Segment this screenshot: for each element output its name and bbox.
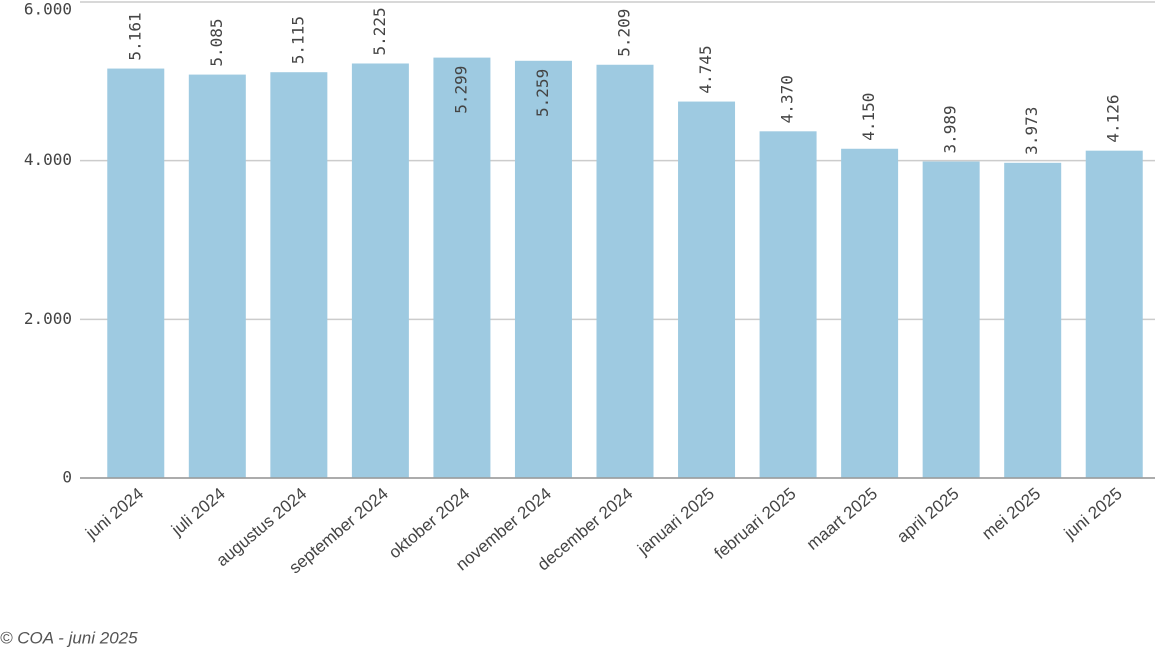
value-label: 5.299 [451, 66, 470, 114]
value-label: 5.115 [288, 16, 307, 64]
value-label: 4.370 [778, 75, 797, 123]
bar [596, 64, 654, 478]
value-label: 5.225 [370, 7, 389, 55]
bar [759, 131, 817, 478]
value-label: 3.989 [941, 105, 960, 153]
x-tick-label: april 2025 [893, 484, 962, 547]
value-label: 5.161 [125, 12, 144, 60]
y-tick-label: 6.000 [24, 0, 72, 19]
value-label: 4.745 [696, 45, 715, 93]
value-label: 5.085 [207, 18, 226, 66]
x-tick-label: mei 2025 [978, 484, 1044, 544]
x-tick-label: juli 2024 [167, 484, 228, 540]
y-tick-label: 2.000 [24, 309, 72, 328]
bar [270, 72, 328, 479]
x-tick-label: januari 2025 [633, 484, 718, 559]
bar [1085, 150, 1143, 479]
value-label: 5.259 [533, 69, 552, 117]
bar [351, 63, 409, 478]
value-label: 3.973 [1022, 107, 1041, 155]
x-tick-label: juni 2024 [81, 484, 147, 544]
value-label: 4.150 [859, 93, 878, 141]
bar [841, 148, 899, 478]
bar [433, 57, 491, 478]
bar [1004, 162, 1062, 479]
bar [514, 60, 572, 478]
x-tick-label: juni 2025 [1060, 484, 1126, 544]
y-tick-label: 0 [62, 468, 72, 487]
bar [107, 68, 165, 478]
source-note: © COA - juni 2025 [0, 628, 138, 647]
x-tick-label: maart 2025 [803, 484, 881, 554]
x-tick-label: oktober 2024 [385, 484, 473, 562]
bar [188, 74, 246, 478]
bar [922, 161, 980, 478]
value-label: 4.126 [1104, 94, 1123, 142]
x-tick-label: februari 2025 [711, 484, 800, 563]
value-label: 5.209 [615, 9, 634, 57]
bar [678, 101, 736, 479]
y-tick-label: 4.000 [24, 150, 72, 169]
